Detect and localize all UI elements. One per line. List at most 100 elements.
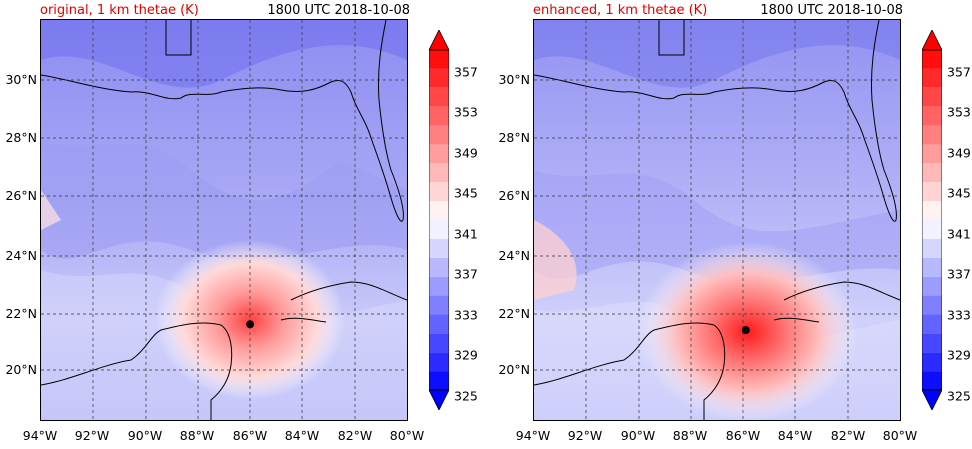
panel-time: 1800 UTC 2018-10-08 [760,3,903,18]
colorbar-band [922,182,942,202]
colorbar-band [922,371,942,390]
lon-label: 92°W [74,428,110,443]
colorbar-tick: 345 [454,185,478,201]
colorbar-band [922,50,942,69]
colorbar-band [429,68,449,88]
colorbar-band [429,257,449,277]
colorbar-tick: 325 [947,388,971,404]
graticule [534,20,900,420]
colorbar-tick: 349 [454,145,478,161]
colorbar-tick: 349 [947,145,971,161]
colorbar-tick: 341 [947,226,971,242]
lat-label: 20°N [498,362,530,377]
colorbar-band [429,371,449,390]
lat-label: 22°N [498,306,530,321]
lat-label: 30°N [5,72,37,87]
lon-label: 86°W [232,428,268,443]
colorbar-tick: 357 [454,64,478,80]
panel-original: original, 1 km thetae (K) 1800 UTC 2018-… [5,3,478,443]
colorbar-tick: 337 [947,266,971,282]
colorbar-band [922,68,942,88]
lon-label: 82°W [337,428,373,443]
colorbar-tick: 345 [947,185,971,201]
graticule [41,20,407,420]
colorbar-tick: 325 [454,388,478,404]
lon-label: 82°W [830,428,866,443]
colorbar-band [429,352,449,372]
colorbar-band [922,314,942,334]
colorbar-tick: 341 [454,226,478,242]
lat-label: 26°N [5,188,37,203]
lon-label: 90°W [620,428,656,443]
colorbar-tick: 357 [947,64,971,80]
map-original [40,19,408,421]
lat-label: 24°N [5,248,37,263]
lat-label: 22°N [5,306,37,321]
colorbar-tick: 329 [947,347,971,363]
colorbar-band [429,163,449,183]
colorbar-band [922,333,942,353]
colorbar-band [922,276,942,296]
lon-label: 86°W [725,428,761,443]
lon-label: 90°W [127,428,163,443]
colorbar-band [429,295,449,315]
colorbar-band [922,106,942,126]
colorbar-band [429,333,449,353]
lon-label: 80°W [389,428,425,443]
colorbar-band [922,220,942,239]
lon-label: 88°W [672,428,708,443]
colorbar-tick: 353 [947,104,971,120]
colorbar-tick: 353 [454,104,478,120]
colorbar-band [922,295,942,315]
panel-title: original, 1 km thetae (K) [40,3,199,18]
panel-time: 1800 UTC 2018-10-08 [267,3,410,18]
colorbar-band [922,163,942,183]
colorbar-band [429,50,449,69]
lon-label: 94°W [515,428,551,443]
colorbar-band [922,201,942,220]
map-svg [41,20,407,420]
lon-label: 84°W [777,428,813,443]
coastlines [41,20,407,420]
colorbar-tick: 333 [454,307,478,323]
colorbar-band [922,144,942,164]
storm-center-marker [246,320,255,329]
panel-enhanced: enhanced, 1 km thetae (K) 1800 UTC 2018-… [493,0,972,449]
lon-label: 80°W [882,428,918,443]
colorbar-band [429,201,449,220]
colorbar [429,30,449,410]
lon-label: 94°W [22,428,58,443]
lat-label: 30°N [498,72,530,87]
colorbar-band [429,276,449,296]
lon-label: 84°W [284,428,320,443]
colorbar-band [429,220,449,239]
colorbar-band [429,182,449,202]
colorbar-band [429,106,449,126]
lat-label: 24°N [498,248,530,263]
storm-center-marker [741,326,750,335]
colorbar [922,30,942,410]
colorbar-band [922,257,942,277]
colorbar-band [429,125,449,145]
colorbar-band [429,314,449,334]
colorbar-tick: 329 [454,347,478,363]
colorbar-band [922,238,942,258]
colorbar-tick: 333 [947,307,971,323]
colorbar-band [922,125,942,145]
colorbar-band [429,238,449,258]
lat-label: 28°N [5,130,37,145]
colorbar-band [922,87,942,107]
map-svg [534,20,900,420]
colorbar-tick: 337 [454,266,478,282]
panel-title: enhanced, 1 km thetae (K) [533,3,708,18]
colorbar-band [429,144,449,164]
colorbar-band [429,87,449,107]
lat-label: 26°N [498,188,530,203]
lat-label: 20°N [5,362,37,377]
colorbar-band [922,352,942,372]
coastlines [534,20,900,420]
lon-label: 92°W [567,428,603,443]
map-enhanced [533,19,901,421]
lon-label: 88°W [179,428,215,443]
lat-label: 28°N [498,130,530,145]
